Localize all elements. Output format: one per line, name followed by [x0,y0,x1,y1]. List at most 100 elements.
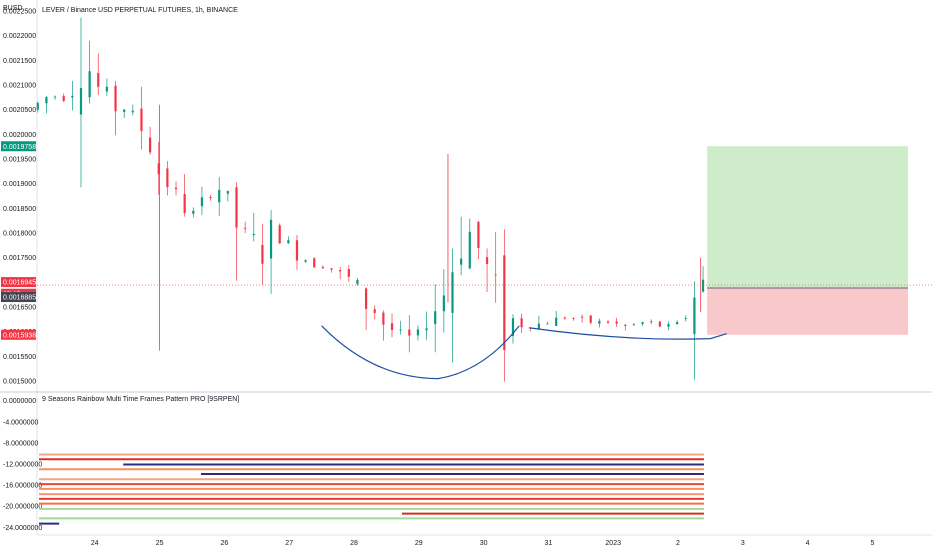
indicator-title: 9 Seasons Rainbow Multi Time Frames Patt… [42,396,239,403]
candle-body [261,244,264,264]
price-tick-label: 0.0019500 [3,156,36,163]
candle-body [589,315,592,323]
candle-body [252,233,255,236]
candle-body [468,231,471,269]
candle-body [641,322,644,325]
price-tag-label: 0.0016945 [3,280,36,287]
stop-zone[interactable] [707,288,909,335]
candle-body [460,258,463,265]
price-tick-label: 0.0021500 [3,58,36,65]
price-tick-label: 0.0017500 [3,255,36,262]
candle-body [632,324,636,326]
candle-body [693,297,696,335]
price-tag-label: 0.0019758 [3,144,36,151]
time-tick-label: 4 [806,540,810,547]
time-tick-label: 3 [741,540,745,547]
candle-body [244,227,247,229]
currency-label: BUSD [3,5,22,12]
candle-body [105,86,108,92]
candle-body [615,321,618,324]
handle-line[interactable] [528,327,727,340]
candle-body [624,324,627,326]
candle-body [416,329,420,336]
candle-body [598,320,601,324]
candle-body [192,210,195,214]
candle-body [114,85,117,112]
candle-body [650,321,653,323]
candle-body [520,318,523,328]
candle-body [209,197,212,199]
candle-body [295,240,299,261]
candle-body [503,255,506,351]
indicator-tick-label: 0.0000000 [3,398,36,405]
candle-body [572,317,575,319]
candle-body [676,322,679,325]
candle-body [131,110,134,113]
indicator-axis-ticks: 0.0000000 -4.0000000 -8.0000000 -12.0000000… [3,398,42,532]
candle-body [667,324,670,327]
price-tag [1,141,36,152]
candle-body [45,97,48,104]
indicator-bands [39,453,704,525]
candle-body [606,321,610,323]
price-tick-label: 0.0020000 [3,132,36,139]
indicator-tick-label: -16.0000000 [3,483,42,490]
target-zone[interactable] [707,146,909,289]
candle-body [382,312,385,325]
price-tag [1,277,36,288]
candle-wicks [159,104,702,351]
candle-body [62,96,65,101]
candle-body [485,257,489,264]
candle-body [97,73,100,87]
time-tick-label: 2023 [605,540,621,547]
candle-body [511,318,515,337]
candle-body [494,274,497,276]
price-tick-label: 0.0018500 [3,206,36,213]
candle-body [123,109,126,112]
indicator-tick-label: -24.0000000 [3,525,42,532]
candle-body [226,190,229,194]
candle-body [555,317,558,326]
candle-body [88,71,91,98]
price-tick-label: 0.0022500 [3,8,36,15]
candle-body [278,225,281,244]
candle-body [442,295,445,312]
indicator-tick-label: -20.0000000 [3,504,42,511]
price-tick-label: 0.0018000 [3,231,36,238]
candle-body [321,267,324,269]
time-tick-label: 26 [221,540,229,547]
candle-body [684,318,687,319]
time-tick-label: 25 [156,540,164,547]
candle-body [200,197,204,207]
candle-body [313,258,316,268]
cup-curve[interactable] [321,325,520,380]
long-position-tool[interactable] [707,146,909,335]
time-tick-label: 28 [350,540,358,547]
candle-body [174,187,178,190]
time-tick-label: 31 [545,540,553,547]
price-tick-label: 0.0015000 [3,379,36,386]
time-tick-label: 29 [415,540,423,547]
time-axis-ticks: 24 25 26 27 28 29 30 31 2023 2 3 4 5 [91,540,875,547]
candle-body [304,260,307,262]
time-tick-label: 24 [91,540,99,547]
candle-body [71,95,74,98]
price-tag-label: 0.0015938 [3,332,36,339]
candle-body [537,323,540,329]
indicator-tick-label: -8.0000000 [3,440,39,447]
candle-body [477,221,480,249]
candle-body [330,268,333,270]
candle-body [287,240,290,244]
candle-body [425,328,428,331]
price-tick-label: 0.0015500 [3,354,36,361]
candle-body [347,268,350,277]
price-tick-label: 0.0016500 [3,305,36,312]
candle-body [399,329,402,331]
candles [36,17,705,382]
candle-body [339,270,342,272]
candle-body [546,323,549,325]
candle-body [434,311,437,325]
candle-body [451,272,454,313]
price-axis-tags: 0.00197580.001694507:150.00168850.001593… [1,141,36,340]
